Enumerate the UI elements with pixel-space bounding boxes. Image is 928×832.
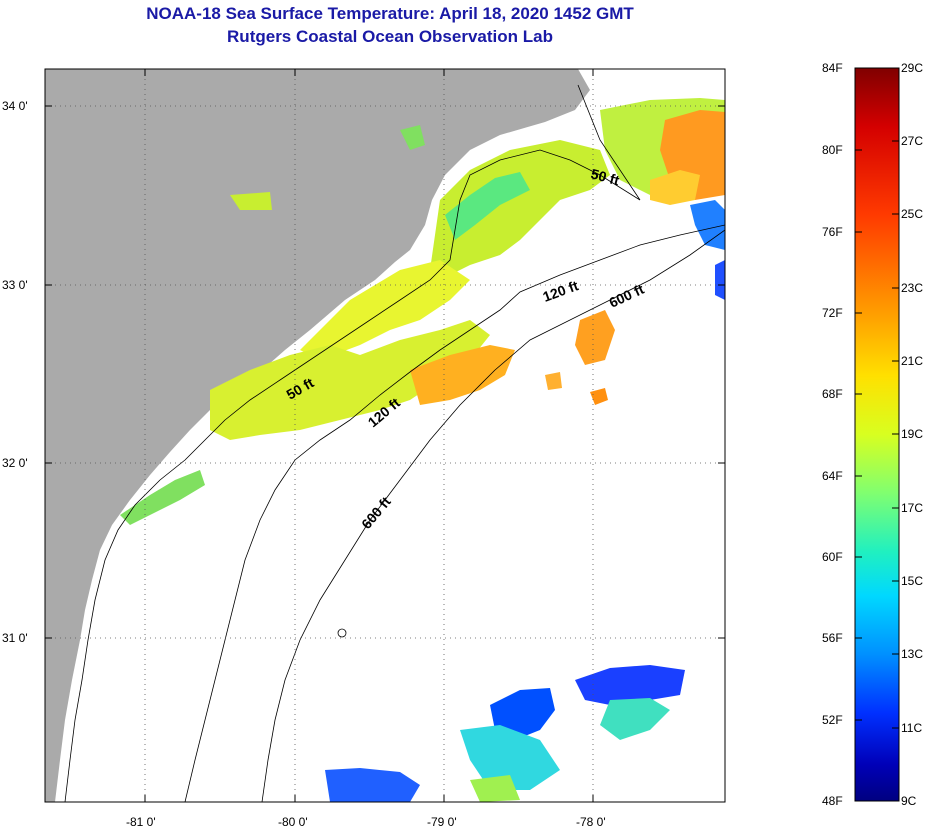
lat-label-32: 32 0' bbox=[2, 456, 28, 470]
lon-label-81: -81 0' bbox=[126, 815, 156, 829]
cb-c-25: 25C bbox=[901, 207, 923, 221]
cb-f-68: 68F bbox=[822, 387, 843, 401]
colorbar bbox=[854, 67, 900, 802]
cb-c-9: 9C bbox=[901, 794, 917, 808]
cb-c-13: 13C bbox=[901, 647, 923, 661]
cb-f-80: 80F bbox=[822, 143, 843, 157]
cb-f-84: 84F bbox=[822, 61, 843, 75]
cb-c-23: 23C bbox=[901, 281, 923, 295]
map-title: NOAA-18 Sea Surface Temperature: April 1… bbox=[146, 4, 634, 23]
lat-label-31: 31 0' bbox=[2, 631, 28, 645]
lon-label-78: -78 0' bbox=[576, 815, 606, 829]
sst-patches bbox=[120, 98, 725, 802]
cb-c-27: 27C bbox=[901, 134, 923, 148]
cb-c-17: 17C bbox=[901, 501, 923, 515]
cb-f-72: 72F bbox=[822, 306, 843, 320]
cb-f-48: 48F bbox=[822, 794, 843, 808]
map-subtitle: Rutgers Coastal Ocean Observation Lab bbox=[227, 27, 553, 46]
lat-label-33: 33 0' bbox=[2, 278, 28, 292]
cb-c-11: 11C bbox=[901, 721, 922, 735]
contour-label-50ft-north: 50 ft bbox=[589, 165, 621, 188]
cb-f-56: 56F bbox=[822, 631, 843, 645]
colorbar-ticks bbox=[855, 67, 899, 802]
lat-label-34: 34 0' bbox=[2, 99, 28, 113]
cb-f-76: 76F bbox=[822, 225, 843, 239]
cb-c-29: 29C bbox=[901, 61, 923, 75]
lon-label-80: -80 0' bbox=[278, 815, 308, 829]
cb-f-60: 60F bbox=[822, 550, 843, 564]
contour-50ft bbox=[64, 84, 641, 802]
cb-f-52: 52F bbox=[822, 713, 843, 727]
cb-c-19: 19C bbox=[901, 427, 923, 441]
cb-c-15: 15C bbox=[901, 574, 923, 588]
graticule bbox=[45, 69, 725, 802]
cb-f-64: 64F bbox=[822, 469, 843, 483]
land-area bbox=[45, 69, 590, 802]
map-border bbox=[44, 68, 726, 803]
axis-ticks bbox=[45, 69, 725, 802]
lon-label-79: -79 0' bbox=[427, 815, 457, 829]
contour-600ft bbox=[261, 229, 725, 802]
seamount-contour bbox=[337, 628, 347, 638]
cb-c-21: 21C bbox=[901, 354, 923, 368]
contour-120ft bbox=[184, 224, 725, 802]
